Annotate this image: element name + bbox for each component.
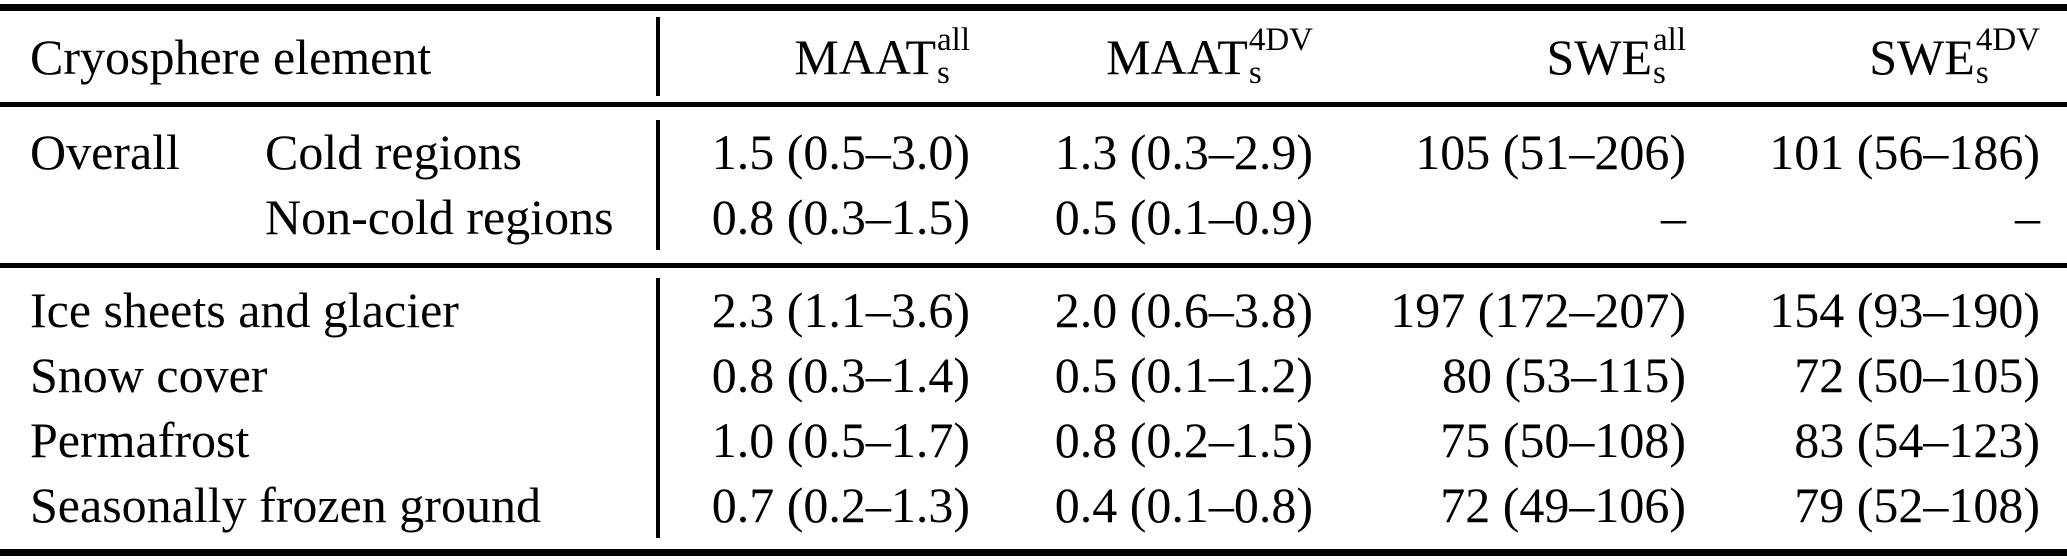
math-sub: s: [1975, 54, 1989, 91]
column-header-maat-all: MAAT all s: [660, 17, 970, 96]
math-supsub: 4DV s: [1248, 21, 1313, 91]
math-sup: all: [937, 21, 970, 58]
math-supsub: all s: [937, 21, 970, 91]
math-sub: s: [937, 54, 950, 91]
cell-maat-4dv: 0.5 (0.1–1.2): [1054, 347, 1313, 403]
row-label: Ice sheets and glacier: [30, 282, 459, 338]
column-header-cryosphere-element: Cryosphere element: [0, 17, 660, 96]
cell-maat-4dv: 2.0 (0.6–3.8): [1054, 282, 1313, 338]
table-row: Snow cover 0.8 (0.3–1.4) 0.5 (0.1–1.2) 8…: [0, 343, 2067, 408]
table-row: Permafrost 1.0 (0.5–1.7) 0.8 (0.2–1.5) 7…: [0, 408, 2067, 473]
cell-swe-4dv: 101 (56–186): [1769, 124, 2040, 180]
cell-swe-all: 75 (50–108): [1440, 412, 1686, 468]
row-label: Permafrost: [30, 412, 250, 468]
cell-swe-all: 105 (51–206): [1415, 124, 1686, 180]
cell-maat-4dv: 0.8 (0.2–1.5): [1054, 412, 1313, 468]
cell-swe-4dv: 154 (93–190): [1769, 282, 2040, 338]
cell-swe-all: –: [1661, 189, 1686, 245]
math-sup: all: [1653, 21, 1686, 58]
row-label-cell: Non-cold regions: [0, 185, 660, 250]
cell-maat-all: 2.3 (1.1–3.6): [711, 282, 970, 338]
cell-maat-all: 1.5 (0.5–3.0): [711, 124, 970, 180]
row-label-cell: Seasonally frozen ground: [0, 473, 660, 538]
math-base: MAAT: [794, 28, 937, 85]
cell-maat-4dv: 1.3 (0.3–2.9): [1054, 124, 1313, 180]
cell-maat-all: 0.8 (0.3–1.4): [711, 347, 970, 403]
row-label-cell: Overall Cold regions: [0, 120, 660, 185]
table-row: Seasonally frozen ground 0.7 (0.2–1.3) 0…: [0, 473, 2067, 538]
column-header-swe-all: SWE all s: [1313, 17, 1686, 96]
table-top-rule: [0, 4, 2067, 11]
row-group-label: Overall: [30, 124, 180, 180]
cell-swe-all: 80 (53–115): [1442, 347, 1686, 403]
cell-maat-4dv: 0.5 (0.1–0.9): [1054, 189, 1313, 245]
math-sub: s: [1248, 54, 1262, 91]
math-sup: 4DV: [1975, 21, 2040, 58]
cell-swe-4dv: –: [2015, 189, 2040, 245]
math-sup: 4DV: [1248, 21, 1313, 58]
row-label: Snow cover: [30, 347, 268, 403]
cell-swe-all: 72 (49–106): [1440, 477, 1686, 533]
math-base: MAAT: [1106, 28, 1248, 85]
mid-rule: [0, 263, 2067, 268]
math-supsub: 4DV s: [1975, 21, 2040, 91]
row-label: Cold regions: [265, 124, 522, 180]
cell-maat-all: 0.7 (0.2–1.3): [711, 477, 970, 533]
cell-maat-all: 0.8 (0.3–1.5): [711, 189, 970, 245]
table-section-overall: Overall Cold regions 1.5 (0.5–3.0) 1.3 (0…: [0, 107, 2067, 263]
row-label-cell: Ice sheets and glacier: [0, 278, 660, 343]
cell-swe-4dv: 72 (50–105): [1794, 347, 2040, 403]
table-row: Overall Cold regions 1.5 (0.5–3.0) 1.3 (0…: [0, 120, 2067, 185]
table-row: Non-cold regions 0.8 (0.3–1.5) 0.5 (0.1–…: [0, 185, 2067, 250]
math-base: SWE: [1869, 28, 1975, 85]
table-section-elements: Ice sheets and glacier 2.3 (1.1–3.6) 2.0…: [0, 268, 2067, 549]
column-header-label: Cryosphere element: [30, 28, 432, 85]
math-base: SWE: [1546, 28, 1653, 85]
table-bottom-rule: [0, 549, 2067, 556]
row-label: Seasonally frozen ground: [30, 477, 541, 533]
table-row: Ice sheets and glacier 2.3 (1.1–3.6) 2.0…: [0, 278, 2067, 343]
row-label-cell: Permafrost: [0, 408, 660, 473]
row-label: Non-cold regions: [265, 189, 614, 245]
table-header-row: Cryosphere element MAAT all s MAAT 4DV s SWE…: [0, 17, 2067, 96]
cell-maat-all: 1.0 (0.5–1.7): [711, 412, 970, 468]
column-header-maat-4dv: MAAT 4DV s: [970, 17, 1313, 96]
header-rule: [0, 102, 2067, 107]
cell-swe-4dv: 83 (54–123): [1794, 412, 2040, 468]
cell-maat-4dv: 0.4 (0.1–0.8): [1054, 477, 1313, 533]
row-label-cell: Snow cover: [0, 343, 660, 408]
column-header-swe-4dv: SWE 4DV s: [1686, 17, 2040, 96]
math-supsub: all s: [1653, 21, 1686, 91]
math-sub: s: [1653, 54, 1666, 91]
cell-swe-4dv: 79 (52–108): [1794, 477, 2040, 533]
cell-swe-all: 197 (172–207): [1390, 282, 1686, 338]
